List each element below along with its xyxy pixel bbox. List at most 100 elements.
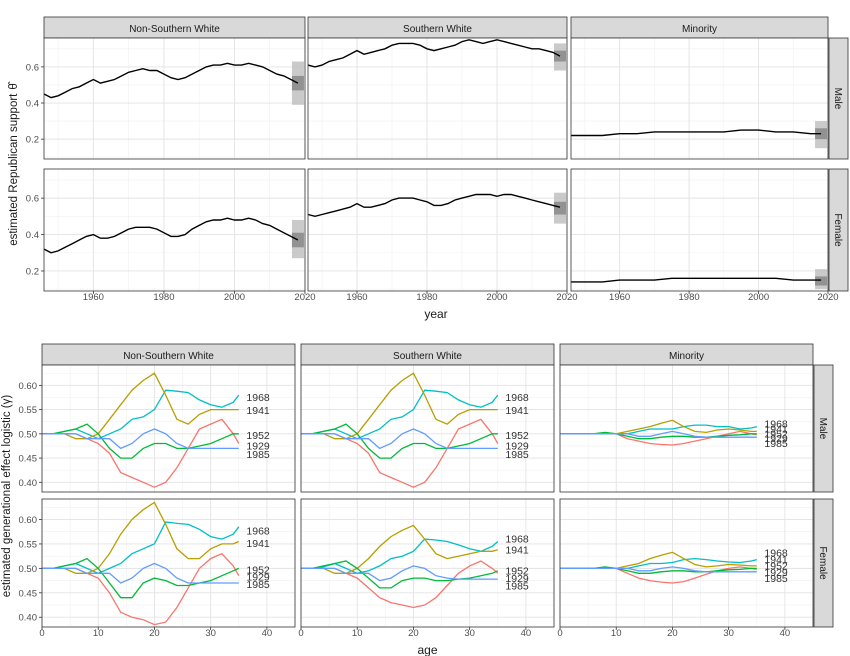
y-tick-label: 0.2 [26, 135, 39, 146]
series-label-1952: 1952 [764, 560, 788, 572]
series-label-1985: 1985 [246, 579, 270, 591]
x-tick-label: 2000 [748, 292, 769, 303]
facet-strip [813, 364, 834, 493]
series-line [571, 277, 822, 283]
panel-border [570, 168, 829, 292]
panel-border [43, 37, 306, 160]
facet-strip-label: Non-Southern White [123, 351, 214, 362]
panel-background [301, 365, 554, 492]
series-label-1968: 1968 [505, 534, 529, 546]
series-line [571, 129, 822, 137]
series-label-1929: 1929 [505, 573, 529, 585]
series-line-1941 [42, 501, 240, 574]
series-label-1968: 1968 [764, 419, 788, 431]
series-line-1941 [42, 372, 239, 440]
series-line [43, 217, 299, 254]
series-label-1952: 1952 [505, 430, 529, 442]
series-label-1941: 1941 [246, 538, 270, 550]
panel-background [571, 169, 828, 291]
x-tick-label: 2020 [556, 292, 577, 303]
x-tick-label: 1960 [83, 292, 104, 303]
panel-male-1 [307, 37, 568, 160]
series-line-1985 [560, 566, 757, 573]
panel-female-1 [307, 168, 568, 292]
series-label-1985: 1985 [764, 573, 788, 585]
series-line-1985 [560, 430, 757, 438]
series-label-1941: 1941 [246, 405, 270, 417]
x-tick-label: 10 [352, 628, 363, 639]
series-label-1968: 1968 [246, 525, 270, 537]
series-label-1985: 1985 [246, 449, 270, 461]
series-line-1929 [42, 557, 240, 599]
x-tick-label: 30 [205, 628, 216, 639]
y-tick-label: 0.2 [26, 266, 39, 277]
panel-border [559, 498, 814, 628]
y-tick-label: 0.60 [19, 381, 38, 392]
series-label-1941: 1941 [764, 554, 788, 566]
y-tick-label: 0.4 [26, 230, 39, 241]
facet-strip [828, 37, 849, 160]
x-tick-label: 10 [611, 628, 622, 639]
panel-male-2 [570, 37, 829, 160]
panel-background [42, 499, 295, 627]
series-line-1929 [42, 423, 239, 459]
panel-border [559, 364, 814, 493]
y-tick-label: 0.50 [19, 564, 38, 575]
series-label-1952: 1952 [246, 564, 270, 576]
facet-strip-label: Female [817, 546, 828, 580]
x-tick-label: 0 [298, 628, 303, 639]
uncertainty-band-inner [291, 75, 304, 91]
panel-border [300, 498, 555, 628]
series-line-1941 [301, 524, 498, 574]
series-line-1941 [301, 372, 498, 440]
x-tick-label: 1960 [609, 292, 630, 303]
panel-background [571, 38, 828, 159]
y-tick-label: 0.55 [19, 405, 38, 416]
facet-strip-label: Minority [669, 351, 704, 362]
series-line [307, 39, 561, 68]
uncertainty-band-inner [815, 276, 828, 286]
x-tick-label: 20 [149, 628, 160, 639]
series-label-1985: 1985 [505, 580, 529, 592]
series-label-1952: 1952 [505, 565, 529, 577]
series-label-1985: 1985 [505, 449, 529, 461]
panel-background [308, 169, 567, 291]
x-tick-label: 20 [667, 628, 678, 639]
series-line-1985 [301, 565, 498, 582]
y-tick-label: 0.55 [19, 539, 38, 550]
x-axis-title: year [424, 307, 447, 321]
x-tick-label: 40 [521, 628, 532, 639]
series-line-1985 [301, 428, 498, 450]
panel-background [301, 499, 554, 627]
series-label-1952: 1952 [246, 430, 270, 442]
x-axis-title: age [417, 643, 437, 656]
x-tick-label: 1960 [346, 292, 367, 303]
series-label-1929: 1929 [764, 433, 788, 445]
y-axis-title: estimated Republican supportθ̂ [8, 81, 20, 246]
panel-female-2 [570, 168, 829, 292]
chart-group-bottom: Non-Southern White Southern White Minority… [1, 343, 834, 656]
series-line-1985 [42, 562, 239, 584]
series-label-1929: 1929 [505, 440, 529, 452]
x-tick-label: 1980 [679, 292, 700, 303]
series-label-1952: 1952 [764, 428, 788, 440]
chart-group-top: Non-Southern White Southern White Minority… [8, 16, 849, 321]
x-tick-label: 2000 [486, 292, 507, 303]
x-tick-label: 0 [39, 628, 44, 639]
panel-background [44, 169, 305, 291]
x-tick-label: 0 [557, 628, 562, 639]
series-line [43, 62, 299, 99]
y-tick-label: 0.40 [19, 478, 38, 489]
series-label-1929: 1929 [246, 440, 270, 452]
y-axis-title: estimated generational effect logistic (… [1, 395, 13, 598]
x-tick-label: 30 [723, 628, 734, 639]
facet-strip-label: Southern White [393, 351, 462, 362]
facet-strip-label: Male [817, 418, 828, 440]
series-label-1941: 1941 [505, 405, 529, 417]
y-tick-label: 0.50 [19, 429, 38, 440]
